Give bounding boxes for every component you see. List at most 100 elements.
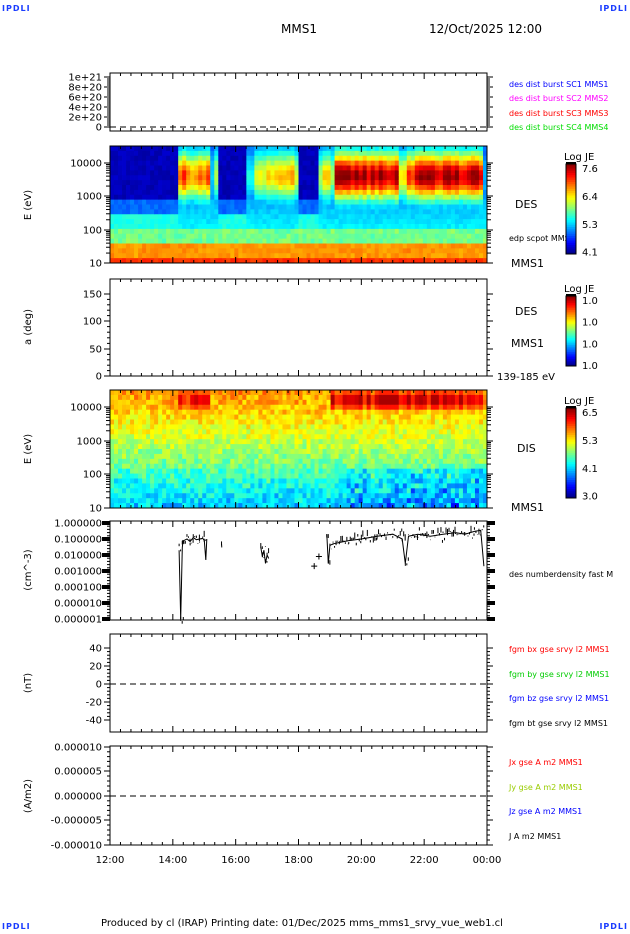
spectrogram-cell (342, 409, 348, 415)
spectrogram-cell (462, 394, 468, 401)
spectrogram-cell (154, 199, 159, 205)
spectrogram-cell (186, 444, 191, 450)
spectrogram-cell (226, 180, 231, 186)
spectrogram-cell (218, 458, 223, 465)
spectrogram-cell (366, 258, 372, 264)
spectrogram-cell (110, 419, 115, 425)
spectrogram-cell (362, 189, 368, 196)
spectrogram-cell (478, 185, 484, 191)
spectrogram-cell (450, 228, 456, 235)
spectrogram-cell (254, 219, 259, 225)
spectrogram-cell (222, 498, 227, 504)
spectrogram-cell (354, 488, 360, 494)
spectrogram-cell (386, 473, 392, 479)
spectrogram-cell (250, 434, 255, 440)
spectrogram-cell (330, 194, 335, 201)
spectrogram-cell (402, 429, 408, 435)
spectrogram-cell (254, 243, 259, 249)
spectrogram-cell (338, 468, 344, 474)
spectrogram-cell (146, 233, 151, 240)
spectrogram-cell (482, 194, 488, 201)
spectrogram-cell (194, 478, 199, 484)
spectrogram-cell (462, 409, 468, 415)
spectrogram-cell (118, 394, 123, 401)
spectrogram-cell (434, 404, 440, 411)
spectrogram-cell (402, 180, 408, 186)
spectrogram-cell (254, 419, 259, 425)
spectrogram-cell (326, 458, 331, 465)
spectrogram-cell (294, 444, 299, 450)
spectrogram-cell (202, 468, 207, 474)
spectrogram-cell (238, 463, 243, 470)
spectrogram-cell (414, 409, 420, 415)
spectrogram-cell (374, 488, 380, 494)
spectrogram-cell (234, 214, 239, 220)
spectrogram-cell (142, 170, 147, 176)
spectrogram-cell (362, 498, 368, 504)
spectrogram-cell (134, 449, 139, 455)
spectrogram-cell (330, 458, 335, 465)
spectrogram-cell (398, 253, 404, 259)
spectrogram-cell (294, 453, 299, 460)
spectrogram-cell (406, 453, 412, 460)
spectrogram-cell (350, 199, 356, 205)
spectrogram-cell (414, 394, 420, 401)
spectrogram-cell (142, 399, 147, 406)
spectrogram-cell (310, 483, 315, 489)
spectrogram-cell (190, 429, 195, 435)
spectrogram-cell (114, 394, 119, 401)
spectrogram-cell (478, 468, 484, 474)
spectrogram-cell (330, 409, 335, 415)
spectrogram-cell (246, 209, 251, 215)
spectrogram-cell (446, 243, 452, 249)
spectrogram-cell (226, 199, 231, 205)
spectrogram-cell (230, 243, 235, 249)
spectrogram-cell (398, 175, 404, 181)
spectrogram-cell (210, 238, 215, 244)
spectrogram-cell (354, 204, 360, 210)
spectrogram-cell (458, 185, 464, 191)
spectrogram-cell (410, 439, 416, 445)
spectrogram-cell (454, 404, 460, 411)
spectrogram-cell (206, 399, 211, 406)
spectrogram-cell (214, 473, 219, 479)
spectrogram-cell (182, 194, 187, 201)
spectrogram-cell (150, 204, 155, 210)
spectrogram-cell (230, 498, 235, 504)
spectrogram-cell (382, 404, 388, 411)
spectrogram-cell (466, 493, 472, 499)
spectrogram-cell (302, 483, 307, 489)
spectrogram-cell (438, 498, 444, 504)
spectrogram-cell (310, 424, 315, 430)
spectrogram-cell (134, 219, 139, 225)
spectrogram-cell (126, 444, 131, 450)
spectrogram-cell (182, 444, 187, 450)
spectrogram-cell (362, 488, 368, 494)
spectrogram-cell (182, 180, 187, 186)
spectrogram-cell (134, 150, 139, 157)
spectrogram-cell (194, 419, 199, 425)
spectrogram-cell (242, 394, 247, 401)
spectrogram-cell (270, 258, 275, 264)
spectrogram-cell (386, 253, 392, 259)
spectrogram-cell (366, 160, 372, 166)
spectrogram-cell (294, 160, 299, 166)
spectrogram-cell (426, 219, 432, 225)
spectrogram-cell (178, 419, 183, 425)
spectrogram-cell (330, 185, 335, 191)
spectrogram-cell (230, 155, 235, 162)
spectrogram-cell (478, 503, 484, 509)
spectrogram-cell (218, 404, 223, 411)
spectrogram-cell (126, 175, 131, 181)
spectrogram-cell (130, 160, 135, 166)
spectrogram-cell (290, 219, 295, 225)
spectrogram-cell (418, 204, 424, 210)
spectrogram-cell (206, 414, 211, 420)
spectrogram-cell (182, 258, 187, 264)
spectrogram-cell (478, 189, 484, 196)
spectrogram-cell (214, 248, 219, 254)
spectrogram-cell (162, 444, 167, 450)
spectrogram-cell (230, 468, 235, 474)
spectrogram-cell (190, 219, 195, 225)
spectrogram-cell (250, 399, 255, 406)
